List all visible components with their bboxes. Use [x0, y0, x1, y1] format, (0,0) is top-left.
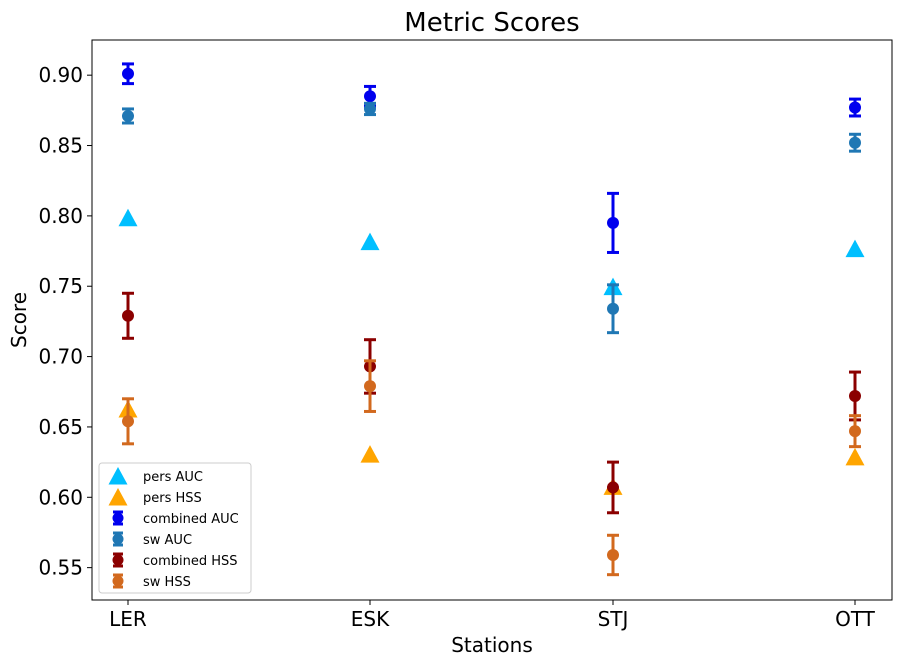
- legend-label: sw AUC: [143, 533, 192, 548]
- y-tick-label: 0.55: [38, 556, 83, 580]
- legend-box: [98, 462, 252, 594]
- x-tick-label: OTT: [835, 607, 876, 631]
- data-point-circle: [364, 90, 376, 103]
- series-pers-auc: [118, 208, 865, 296]
- y-axis-label: Score: [7, 292, 31, 348]
- data-point-circle: [849, 101, 861, 114]
- data-marks: [118, 62, 865, 577]
- x-tick-label: STJ: [598, 607, 629, 631]
- data-point-circle: [849, 389, 861, 402]
- x-axis: LER ESK STJ OTT: [109, 600, 876, 631]
- legend-marker: [112, 533, 124, 545]
- data-point-circle: [607, 302, 619, 315]
- legend-marker: [108, 488, 128, 506]
- x-tick-label: LER: [109, 607, 147, 631]
- y-tick-label: 0.80: [38, 204, 83, 228]
- data-point-circle: [122, 109, 134, 122]
- series-sw-auc: [122, 101, 861, 335]
- legend-label: combined AUC: [143, 512, 239, 527]
- legend: pers AUC pers HSS combined AUC sw AUC combin…: [98, 462, 252, 594]
- data-point-triangle: [360, 232, 380, 251]
- plot-frame: [91, 39, 893, 601]
- y-tick-label: 0.65: [38, 415, 83, 439]
- data-point-circle: [122, 309, 134, 322]
- x-axis-label: Stations: [451, 633, 533, 657]
- legend-label: sw HSS: [143, 575, 191, 590]
- data-point-circle: [122, 67, 134, 80]
- data-point-circle: [607, 481, 619, 494]
- series-sw-hss: [122, 359, 861, 577]
- series-combined-auc: [122, 62, 861, 254]
- data-point-circle: [607, 216, 619, 229]
- legend-label: pers HSS: [143, 491, 202, 506]
- y-tick-label: 0.75: [38, 274, 83, 298]
- data-point-triangle: [360, 445, 380, 463]
- data-point-circle: [122, 415, 134, 428]
- legend-marker: [108, 467, 128, 485]
- data-point-triangle: [845, 239, 865, 258]
- data-point-circle: [364, 102, 376, 115]
- data-point-triangle: [845, 447, 865, 466]
- y-tick-label: 0.90: [38, 63, 83, 87]
- data-point-circle: [364, 380, 376, 393]
- y-tick-label: 0.60: [38, 485, 83, 509]
- data-point-circle: [607, 548, 619, 561]
- legend-label: pers AUC: [143, 470, 203, 485]
- data-point-triangle: [118, 208, 138, 227]
- legend-label: combined HSS: [143, 554, 238, 569]
- legend-marker: [112, 554, 124, 566]
- legend-marker: [112, 512, 124, 524]
- y-tick-label: 0.70: [38, 345, 83, 369]
- data-point-circle: [849, 136, 861, 149]
- data-point-circle: [849, 425, 861, 438]
- y-tick-label: 0.85: [38, 134, 83, 158]
- x-tick-label: ESK: [351, 607, 390, 631]
- y-axis: 0.55 0.60 0.65 0.70 0.75 0.80 0.85 0.90: [38, 63, 92, 580]
- legend-marker: [112, 575, 124, 587]
- chart-title: Metric Scores: [404, 8, 579, 38]
